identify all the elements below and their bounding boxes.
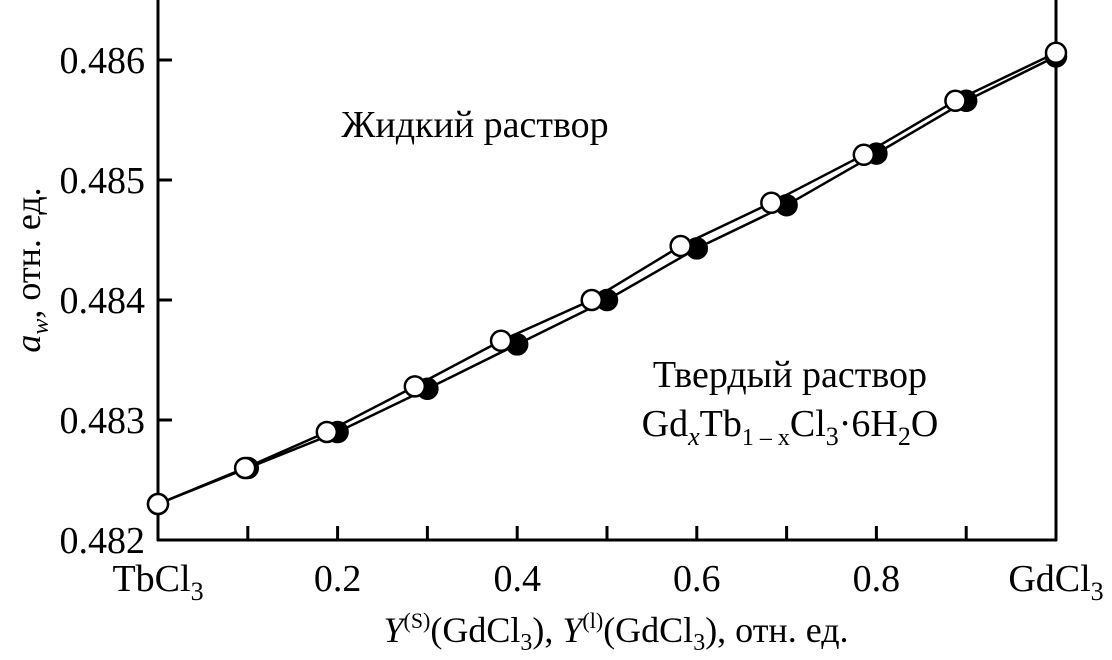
x-tick-label: 0.2: [314, 558, 362, 600]
x-end-label-right: GdCl3: [1008, 558, 1103, 606]
annotation-solid-formula: GdxTb1 – xCl3·6H2O: [642, 403, 939, 451]
open-point: [852, 143, 876, 167]
annotation-solid-solution: Твердый раствор: [653, 354, 927, 396]
y-tick-label: 0.485: [60, 160, 146, 202]
open-point: [669, 234, 692, 258]
open-point: [315, 420, 339, 444]
series-markers: [146, 41, 1068, 516]
x-end-label-left: TbCl3: [112, 558, 203, 606]
open-point: [233, 456, 257, 480]
open-point: [489, 329, 513, 353]
x-ticks: [156, 526, 1058, 540]
open-point: [1044, 41, 1068, 65]
y-tick-label: 0.483: [60, 400, 146, 442]
y-axis-title: aw, отн. ед.: [8, 187, 54, 352]
open-point: [146, 492, 170, 516]
open-point: [403, 375, 427, 398]
y-tick-label: 0.484: [60, 280, 146, 322]
y-tick-labels: 0.482 0.483 0.484 0.485 0.486: [60, 40, 146, 562]
y-tick-label: 0.486: [60, 40, 146, 82]
x-tick-label: 0.6: [673, 558, 721, 600]
open-point: [944, 89, 967, 113]
open-point: [760, 191, 783, 215]
x-tick-labels: 0.2 0.4 0.6 0.8: [314, 558, 900, 600]
y-ticks: [158, 58, 172, 542]
open-point: [580, 288, 603, 312]
plot-frame: [156, 0, 1058, 542]
y-tick-label: 0.482: [60, 520, 146, 562]
x-tick-label: 0.8: [853, 558, 901, 600]
x-tick-label: 0.4: [493, 558, 541, 600]
x-axis-title: Y(S)(GdCl3), Y(l)(GdCl3), отн. ед.: [383, 608, 848, 656]
annotation-liquid-solution: Жидкий раствор: [341, 104, 608, 146]
